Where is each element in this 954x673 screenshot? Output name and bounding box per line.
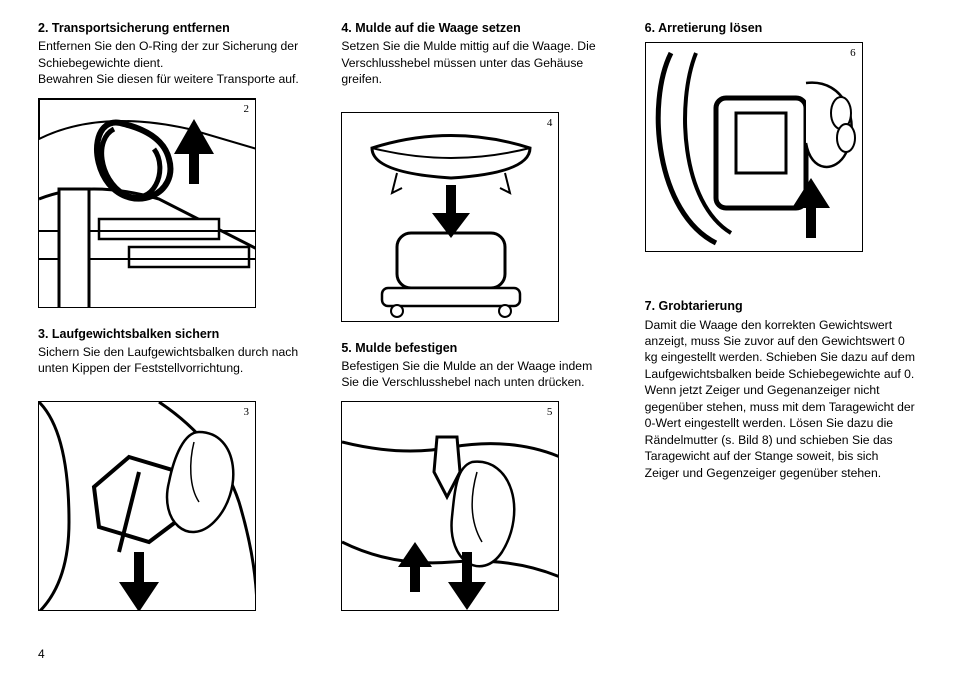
step-6-title: 6. Arretierung lösen xyxy=(645,20,916,36)
figure-4-number: 4 xyxy=(547,117,553,129)
figure-6-number: 6 xyxy=(850,47,856,59)
step-7-body: Damit die Waage den korrekten Gewichtswe… xyxy=(645,317,916,482)
figure-2-number: 2 xyxy=(244,103,250,115)
arrow-up-icon xyxy=(398,542,432,592)
step-7-title: 7. Grobtarierung xyxy=(645,298,916,314)
step-4-title: 4. Mulde auf die Waage setzen xyxy=(341,20,612,36)
arrow-down-icon xyxy=(432,185,470,238)
column-right: 6. Arretierung lösen 6 7. Grob xyxy=(645,20,916,629)
step-2-body: Entfernen Sie den O-Ring der zur Sicheru… xyxy=(38,38,309,87)
page-content: 2. Transportsicherung entfernen Entferne… xyxy=(0,0,954,629)
arrow-down-icon xyxy=(119,552,159,611)
figure-3: 3 xyxy=(38,401,256,611)
figure-4: 4 xyxy=(341,112,559,322)
step-2-title: 2. Transportsicherung entfernen xyxy=(38,20,309,36)
figure-5: 5 xyxy=(341,401,559,611)
column-middle: 4. Mulde auf die Waage setzen Setzen Sie… xyxy=(341,20,612,629)
figure-6: 6 xyxy=(645,42,863,252)
figure-5-illustration xyxy=(342,402,559,611)
figure-4-illustration xyxy=(342,113,559,322)
step-3-body: Sichern Sie den Laufgewichtsbalken durch… xyxy=(38,344,309,377)
step-3-title: 3. Laufgewichtsbalken sichern xyxy=(38,326,309,342)
step-4-body: Setzen Sie die Mulde mittig auf die Waag… xyxy=(341,38,612,87)
arrow-up-icon xyxy=(174,119,214,184)
step-5-body: Befestigen Sie die Mulde an der Waage in… xyxy=(341,358,612,391)
figure-3-illustration xyxy=(39,402,256,611)
figure-5-number: 5 xyxy=(547,406,553,418)
figure-6-illustration xyxy=(646,43,863,252)
column-left: 2. Transportsicherung entfernen Entferne… xyxy=(38,20,309,629)
step-5-title: 5. Mulde befestigen xyxy=(341,340,612,356)
arrow-up-icon xyxy=(792,178,830,238)
figure-2: 2 xyxy=(38,98,256,308)
figure-3-number: 3 xyxy=(244,406,250,418)
figure-2-illustration xyxy=(39,99,256,308)
page-number: 4 xyxy=(38,647,45,661)
